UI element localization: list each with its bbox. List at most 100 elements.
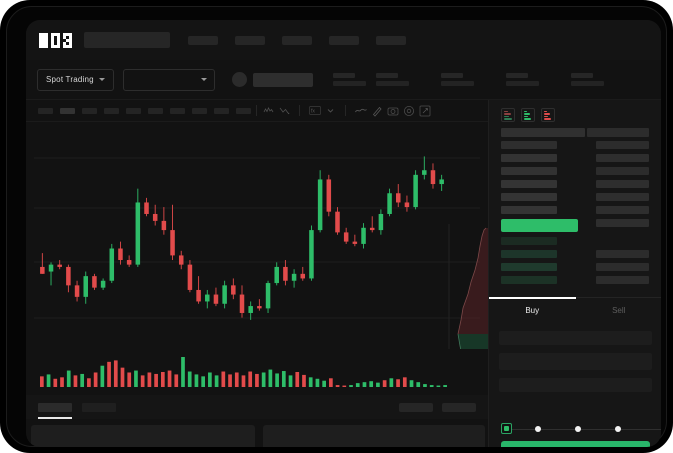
orderbook-ask-row[interactable]	[501, 141, 557, 149]
orderbook-bid-row[interactable]	[501, 276, 557, 284]
fullscreen-expand-icon[interactable]	[418, 104, 431, 117]
nav-item-3[interactable]	[282, 35, 312, 45]
stepper-step-4[interactable]	[615, 426, 621, 432]
settings-gear-icon[interactable]	[402, 104, 415, 117]
stat-label	[570, 73, 593, 78]
ticker-stat-1	[332, 73, 376, 86]
timeframe-button-3[interactable]	[82, 107, 97, 114]
stepper-step-2[interactable]	[535, 426, 541, 432]
orderbook-ask-size[interactable]	[596, 206, 649, 214]
stepper-step-3[interactable]	[575, 426, 581, 432]
nav-item-2[interactable]	[235, 35, 265, 45]
market-type-dropdown[interactable]: Spot Trading	[37, 68, 114, 91]
ticker-stat-2	[375, 73, 419, 86]
ticker-stats	[332, 73, 661, 86]
chevron-down-icon[interactable]	[324, 104, 337, 117]
bottom-panel-1[interactable]	[31, 425, 255, 447]
nav-item-1[interactable]	[188, 35, 218, 45]
orderbook-bids-icon[interactable]	[521, 108, 535, 122]
divider	[256, 105, 257, 116]
bottom-panel-2[interactable]	[263, 425, 485, 447]
trading-app-screen: Spot Trading	[26, 20, 661, 447]
orderbook-both-icon[interactable]	[501, 108, 515, 122]
nav-item-4[interactable]	[329, 35, 359, 45]
timeframe-button-9[interactable]	[214, 107, 229, 114]
orderbook-ask-size[interactable]	[596, 167, 649, 175]
search-input[interactable]	[84, 32, 170, 48]
order-field-1[interactable]	[499, 331, 652, 345]
orderbook-col-header-right	[587, 128, 649, 137]
okx-logo-icon[interactable]	[39, 32, 72, 48]
volume-histogram[interactable]	[26, 349, 488, 395]
chart-gridlines	[34, 157, 480, 319]
orderbook-ask-size[interactable]	[596, 154, 649, 162]
header-nav	[188, 35, 406, 45]
tab-buy[interactable]: Buy	[489, 297, 576, 323]
orderbook-ask-row[interactable]	[501, 180, 557, 188]
timeframe-button-1[interactable]	[38, 107, 53, 114]
line-chart-icon[interactable]	[354, 104, 367, 117]
pair-select-dropdown[interactable]	[122, 68, 215, 91]
stat-value	[440, 81, 474, 86]
compare-icon[interactable]: fx	[308, 104, 321, 117]
nav-item-5[interactable]	[376, 35, 406, 45]
orderbook-bid-row[interactable]	[501, 263, 557, 271]
orderbook-bid-row[interactable]	[501, 237, 557, 245]
bottom-tab-1[interactable]	[38, 402, 72, 419]
orderbook-spread-size[interactable]	[596, 219, 649, 227]
orderbook-rows	[489, 128, 661, 313]
market-type-label: Spot Trading	[46, 75, 94, 84]
orderbook-ask-size[interactable]	[596, 180, 649, 188]
timeframe-button-10[interactable]	[236, 107, 251, 114]
orderbook-ask-size[interactable]	[596, 193, 649, 201]
timeframe-list	[38, 107, 251, 114]
bottom-tab-actions	[399, 402, 476, 412]
ticker-stat-4	[505, 73, 549, 86]
orderbook-bid-row[interactable]	[501, 250, 557, 258]
orderbook-bid-size[interactable]	[596, 276, 649, 284]
indicators-icon[interactable]	[278, 104, 291, 117]
orderbook-ask-row[interactable]	[501, 206, 557, 214]
depth-overlay	[448, 224, 488, 349]
timeframe-button-4[interactable]	[104, 107, 119, 114]
bottom-action-1[interactable]	[399, 402, 433, 412]
candlestick-chart[interactable]	[26, 122, 488, 349]
orderbook-ask-size[interactable]	[596, 141, 649, 149]
timeframe-button-6[interactable]	[148, 107, 163, 114]
svg-text:fx: fx	[311, 109, 315, 115]
order-field-2[interactable]	[499, 353, 652, 370]
timeframe-button-2[interactable]	[60, 107, 75, 114]
chevron-down-icon	[98, 78, 105, 81]
order-field-3[interactable]	[499, 378, 652, 392]
top-header	[26, 20, 661, 60]
stat-value	[332, 81, 366, 86]
pencil-draw-icon[interactable]	[370, 104, 383, 117]
orderbook-col-header-left	[501, 128, 585, 137]
orderbook-last-price-row[interactable]	[501, 219, 578, 232]
stat-label	[440, 73, 463, 78]
candlestick-chart-icon[interactable]	[262, 104, 275, 117]
stepper-step-1-active[interactable]	[501, 423, 512, 434]
buy-sell-tabs: Buy Sell	[489, 297, 661, 323]
bottom-tab-2[interactable]	[82, 402, 116, 412]
orderbook-ask-row[interactable]	[501, 154, 557, 162]
timeframe-button-8[interactable]	[192, 107, 207, 114]
tab-sell[interactable]: Sell	[612, 306, 626, 315]
stat-value	[570, 81, 604, 86]
timeframe-button-7[interactable]	[170, 107, 185, 114]
ticker-stat-5	[570, 73, 614, 86]
progress-stepper	[489, 419, 661, 439]
orderbook-asks-icon[interactable]	[541, 108, 555, 122]
bottom-tab-bar	[26, 395, 488, 419]
chevron-down-icon	[200, 78, 207, 81]
timeframe-button-5[interactable]	[126, 107, 141, 114]
orderbook-bid-size[interactable]	[596, 250, 649, 258]
orderbook-ask-row[interactable]	[501, 167, 557, 175]
orderbook-ask-row[interactable]	[501, 193, 557, 201]
divider	[299, 105, 300, 116]
orderbook-mode-switcher	[489, 100, 661, 122]
bottom-action-2[interactable]	[442, 402, 476, 412]
submit-order-button[interactable]	[501, 441, 650, 447]
camera-snapshot-icon[interactable]	[386, 104, 399, 117]
orderbook-bid-size[interactable]	[596, 263, 649, 271]
